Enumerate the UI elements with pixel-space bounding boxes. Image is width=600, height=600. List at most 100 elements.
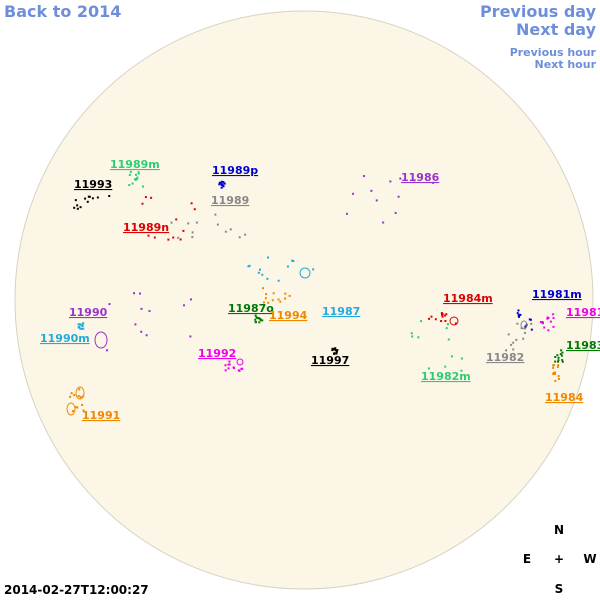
spot [441, 315, 444, 318]
region-label[interactable]: 11990m [40, 332, 90, 345]
spot [552, 313, 555, 316]
spot [134, 178, 137, 181]
spot [133, 292, 136, 295]
region-label[interactable]: 11993 [74, 178, 112, 191]
region-label[interactable]: 11982m [421, 370, 471, 383]
region-label[interactable]: 11990 [69, 306, 108, 319]
spot [128, 184, 131, 187]
spot [336, 349, 339, 352]
spot [82, 409, 85, 412]
next-day-link[interactable]: Next day [516, 20, 597, 39]
spot [267, 256, 270, 259]
region-label[interactable]: 11992 [198, 347, 236, 360]
region-label[interactable]: 11987 [322, 305, 360, 318]
spot [552, 325, 555, 328]
spot [220, 180, 223, 183]
spot [191, 231, 194, 234]
region-label[interactable]: 11983 [566, 339, 600, 352]
spot [382, 221, 385, 224]
spot [277, 298, 280, 301]
spot [218, 183, 221, 186]
spot [195, 221, 198, 224]
spot [259, 317, 262, 320]
spot [78, 388, 81, 391]
spot [546, 317, 549, 320]
spot [70, 392, 73, 395]
region-label[interactable]: 11987o [228, 302, 274, 315]
spot [86, 200, 89, 203]
previous-day-link[interactable]: Previous day [480, 2, 597, 21]
back-link[interactable]: Back to 2014 [4, 2, 121, 21]
spot [248, 264, 251, 267]
spot [73, 393, 76, 396]
compass-north: N [554, 523, 564, 537]
region-label[interactable]: 11989p [212, 164, 258, 177]
spot [543, 326, 546, 329]
region-label[interactable]: 11984 [545, 391, 584, 404]
compass-west: W [583, 552, 596, 566]
spot [131, 182, 134, 185]
spot [187, 222, 190, 225]
spot [454, 322, 457, 325]
spot [167, 238, 170, 241]
spot [460, 369, 463, 372]
compass-south: S [555, 582, 564, 596]
spot [137, 172, 140, 175]
spot [554, 355, 557, 358]
region-label[interactable]: 11989 [211, 194, 249, 207]
region-label[interactable]: 11994 [269, 309, 308, 322]
spot [254, 318, 257, 321]
spot [335, 350, 338, 353]
spot [74, 199, 77, 202]
spot [524, 325, 527, 328]
spot [519, 313, 522, 316]
spot [244, 233, 247, 236]
spot [522, 337, 525, 340]
spot [147, 234, 150, 237]
region-label[interactable]: 11984m [443, 292, 493, 305]
region-label[interactable]: 11997 [311, 354, 349, 367]
spot [79, 206, 82, 209]
region-label[interactable]: 11986 [401, 171, 440, 184]
spot [77, 395, 80, 398]
region-label[interactable]: 11991 [82, 409, 120, 422]
spot [557, 360, 560, 363]
spot [227, 363, 230, 366]
region-label[interactable]: 11989m [110, 158, 160, 171]
spot-outline [94, 331, 108, 349]
spot [77, 323, 80, 326]
region-label[interactable]: 11981 [566, 306, 600, 319]
spot [331, 349, 334, 352]
next-hour-link[interactable]: Next hour [535, 58, 597, 71]
spot [292, 260, 295, 263]
spot [428, 317, 431, 320]
spot-outline [236, 358, 244, 366]
spot [140, 307, 143, 310]
spot [559, 353, 562, 356]
spot [76, 204, 79, 207]
spot [441, 313, 444, 316]
region-label[interactable]: 11989n [123, 221, 169, 234]
spot [144, 196, 147, 199]
spot [255, 316, 258, 319]
spot [394, 211, 397, 214]
spot [517, 309, 520, 312]
spot [224, 369, 227, 372]
region-label[interactable]: 11981m [532, 288, 582, 301]
spot [552, 371, 555, 374]
spot [145, 334, 148, 337]
spot [108, 195, 111, 198]
spot [139, 292, 142, 295]
spot [510, 343, 513, 346]
spot [129, 170, 132, 173]
previous-hour-link[interactable]: Previous hour [510, 46, 597, 59]
region-label[interactable]: 11982 [486, 351, 524, 364]
spot [505, 349, 508, 352]
spot [277, 279, 280, 282]
spot [214, 213, 217, 216]
spot [528, 318, 531, 321]
spot [229, 228, 232, 231]
spot [546, 316, 549, 319]
spot [552, 373, 555, 376]
